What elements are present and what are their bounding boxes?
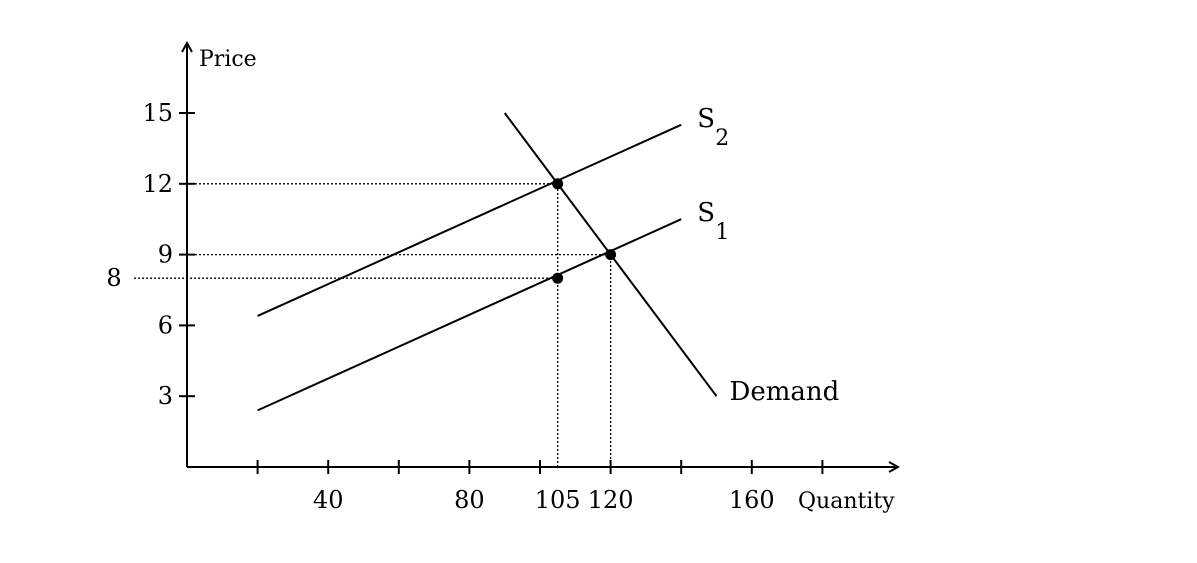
series-label-subscript: 1 [715, 220, 729, 245]
x-tick-label: 160 [729, 486, 775, 514]
guide-lines [134, 183, 612, 467]
x-tick-label: 40 [313, 486, 344, 514]
series-line [257, 123, 682, 317]
y-tick-label: 9 [158, 241, 173, 269]
y-tick-label: 6 [158, 311, 173, 339]
series-label-subscript: 2 [715, 126, 729, 151]
x-axis-title: Quantity [798, 489, 895, 514]
series-label: S [697, 104, 715, 134]
x-tick-label: 80 [454, 486, 485, 514]
x-tick-label: 105 [535, 486, 581, 514]
equilibrium-points [552, 178, 617, 284]
y-tick-label-extra: 8 [106, 264, 121, 292]
y-axis-title: Price [199, 47, 257, 72]
series-line [257, 218, 682, 412]
y-tick-label: 12 [142, 170, 173, 198]
equilibrium-point [552, 178, 564, 190]
series-label: Demand [730, 377, 840, 407]
y-tick-label: 15 [142, 99, 173, 127]
y-tick-label: 3 [158, 382, 173, 410]
equilibrium-point [552, 272, 564, 284]
x-tick-label: 120 [588, 486, 634, 514]
series-label: S [697, 198, 715, 228]
equilibrium-point [605, 249, 617, 261]
